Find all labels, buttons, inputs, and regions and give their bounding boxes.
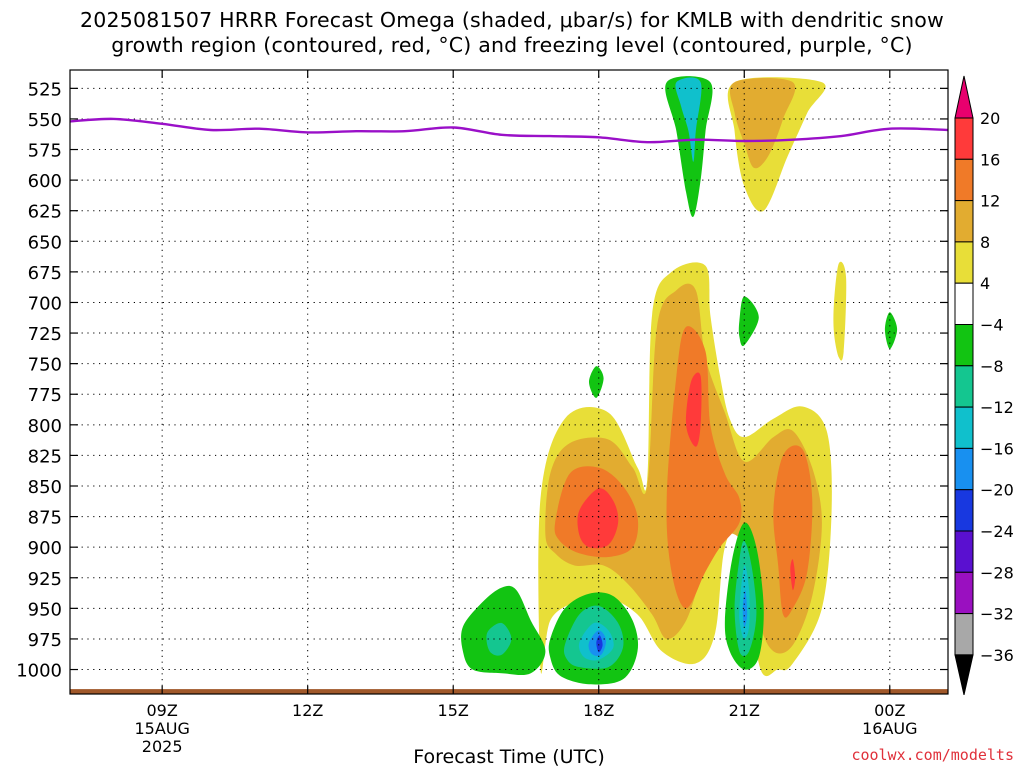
y-tick-label-825: 825	[28, 446, 62, 467]
x-tick-label-16AUG: 16AUG	[862, 719, 917, 738]
colorbar-box-3	[954, 200, 974, 243]
omega-region-upper-positive-core	[729, 77, 796, 169]
colorbar-label: −36	[980, 646, 1014, 665]
colorbar-label: −20	[980, 481, 1014, 500]
colorbar-box-9	[954, 447, 974, 491]
colorbar-box-12	[954, 571, 974, 615]
y-tick-label-700: 700	[28, 293, 62, 314]
x-tick-label-15AUG: 15AUG	[134, 719, 189, 738]
colorbar-box-2	[954, 158, 974, 202]
x-tick-label-18Z: 18Z	[583, 701, 614, 720]
y-tick-label-1000: 1000	[16, 661, 62, 682]
colorbar-box-11	[954, 530, 974, 573]
x-axis-label: Forecast Time (UTC)	[413, 746, 604, 768]
colorbar-label: −28	[980, 563, 1014, 582]
x-tick-label-00Z: 00Z	[874, 701, 905, 720]
y-axis: 525 550 575 600 625 650 675 700 725 750 775 800 825 8…	[16, 79, 948, 682]
colorbar-label: 20	[980, 109, 1000, 128]
overlay-layer	[70, 117, 948, 694]
omega-region-lower-positive-core-12-center	[666, 326, 742, 609]
omega-region-upper-negative-area	[665, 76, 713, 218]
x-tick-label-09Z: 09Z	[147, 701, 178, 720]
colorbar-label: −8	[980, 357, 1004, 376]
colorbar-label: 12	[980, 192, 1000, 211]
colorbar-label: −16	[980, 439, 1014, 458]
y-tick-label-950: 950	[28, 599, 62, 620]
y-tick-label-925: 925	[28, 569, 62, 590]
colorbar-box-8	[954, 406, 974, 449]
colorbar-label: 16	[980, 150, 1000, 169]
colorbar: 20 16 12 8 4 −4 −8 −12 −16 −20 −24 −28 −32 −36	[954, 75, 1014, 696]
colorbar-box-6	[954, 324, 974, 367]
y-tick-label-675: 675	[28, 263, 62, 284]
x-tick-label-12Z: 12Z	[292, 701, 323, 720]
omega-region-lower-negative-core-right-20	[742, 589, 748, 627]
x-tick-label-21Z: 21Z	[729, 701, 760, 720]
omega-region-lower-negative-core-left	[486, 622, 512, 656]
plot-frame	[69, 69, 949, 695]
y-tick-label-875: 875	[28, 508, 62, 529]
freezing-level-line	[70, 117, 948, 144]
omega-region-mid-positive-sliver	[833, 261, 847, 361]
omega-region-lower-negative-core-mid-24	[596, 635, 603, 653]
y-tick-label-775: 775	[28, 385, 62, 406]
colorbar-box-13	[954, 613, 974, 656]
colorbar-label: 8	[980, 233, 990, 252]
y-tick-label-975: 975	[28, 630, 62, 651]
omega-shading-layer	[461, 76, 898, 685]
colorbar-box-4	[954, 241, 974, 284]
grid-layer	[70, 70, 948, 694]
colorbar-box-5	[954, 282, 974, 326]
omega-region-mid-negative-blob-3	[884, 312, 898, 349]
x-tick-label-15Z: 15Z	[438, 701, 469, 720]
omega-region-mid-negative-blob-1	[589, 366, 604, 398]
colorbar-box-10	[954, 489, 974, 532]
colorbar-label: −4	[980, 316, 1004, 335]
colorbar-box-1	[954, 117, 974, 160]
colorbar-label: −32	[980, 605, 1014, 624]
y-tick-label-600: 600	[28, 171, 62, 192]
colorbar-label: −24	[980, 522, 1014, 541]
y-tick-label-525: 525	[28, 79, 62, 100]
y-tick-label-650: 650	[28, 232, 62, 253]
y-tick-label-550: 550	[28, 110, 62, 131]
colorbar-bottom-arrow	[954, 654, 974, 696]
y-tick-label-900: 900	[28, 538, 62, 559]
surface-strip	[70, 689, 948, 694]
omega-region-lower-max-16-right	[790, 559, 796, 591]
y-tick-label-850: 850	[28, 477, 62, 498]
colorbar-box-7	[954, 365, 974, 408]
y-tick-label-750: 750	[28, 355, 62, 376]
chart-title-line-1: 2025081507 HRRR Forecast Omega (shaded, …	[79, 8, 945, 32]
y-tick-label-725: 725	[28, 324, 62, 345]
chart-title-line-2: growth region (contoured, red, °C) and f…	[111, 33, 913, 57]
omega-region-lower-max-16-center	[685, 372, 702, 447]
x-tick-label-2025: 2025	[142, 737, 183, 756]
colorbar-label: 4	[980, 274, 990, 293]
colorbar-top-arrow	[954, 75, 974, 119]
credit-link[interactable]: coolwx.com/modelts	[851, 746, 1014, 764]
y-tick-label-625: 625	[28, 202, 62, 223]
y-tick-label-800: 800	[28, 416, 62, 437]
colorbar-label: −12	[980, 398, 1014, 417]
omega-region-lower-positive-core-12-right	[773, 445, 813, 618]
y-tick-label-575: 575	[28, 141, 62, 162]
omega-region-lower-max-16-left	[577, 488, 619, 549]
